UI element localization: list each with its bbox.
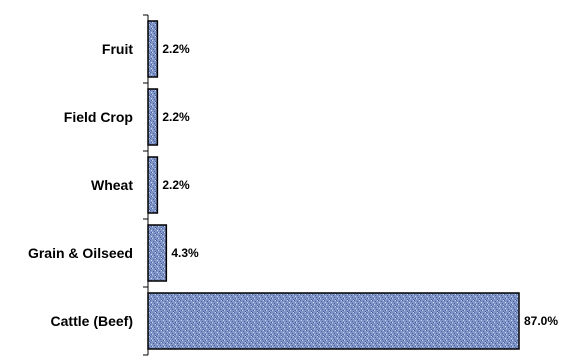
bars-group <box>147 20 520 350</box>
bar <box>147 88 159 146</box>
value-label: 2.2% <box>162 42 190 56</box>
bar <box>147 292 520 350</box>
category-label: Cattle (Beef) <box>51 313 133 329</box>
bar <box>147 20 159 78</box>
category-label: Fruit <box>102 41 133 57</box>
category-label: Field Crop <box>64 109 133 125</box>
bar <box>147 156 159 214</box>
category-label: Grain & Oilseed <box>28 245 133 261</box>
value-label: 87.0% <box>524 314 558 328</box>
value-label: 2.2% <box>162 178 190 192</box>
bar <box>147 224 168 282</box>
value-label: 4.3% <box>171 246 199 260</box>
value-label: 2.2% <box>162 110 190 124</box>
labels-group: Fruit 2.2% Field Crop 2.2% Wheat 2.2% Grain & … <box>28 41 558 329</box>
y-axis <box>143 14 149 356</box>
category-label: Wheat <box>91 177 133 193</box>
